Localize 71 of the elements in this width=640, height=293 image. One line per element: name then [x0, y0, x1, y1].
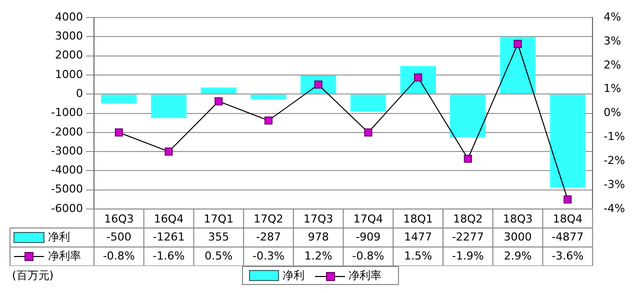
data-label: -1261: [152, 230, 185, 244]
data-label: 2.9%: [504, 249, 532, 262]
data-label: 1477: [404, 230, 432, 244]
data-label: -909: [356, 230, 381, 244]
bar: [450, 94, 486, 138]
point: [364, 128, 372, 136]
y2-tick-label: 0%: [604, 106, 622, 120]
y2-tick-label: 1%: [604, 82, 622, 96]
point: [564, 195, 572, 204]
y-tick-label: 1000: [54, 68, 83, 81]
data-label: 0.5%: [204, 249, 233, 262]
bar: [550, 94, 586, 188]
text: 净利: [282, 269, 304, 282]
x-tick-label: 16Q4: [154, 212, 184, 226]
y2-tick-label: 3%: [604, 34, 622, 48]
legend-label: 净利率: [48, 249, 81, 262]
point: [514, 40, 522, 48]
text: (百万元): [12, 269, 54, 282]
data-label: 978: [308, 230, 329, 244]
data-label: -1.9%: [452, 249, 484, 262]
y-tick-label: -3000: [50, 144, 83, 158]
data-label: 3000: [504, 230, 532, 244]
point: [314, 80, 322, 89]
x-tick-label: 18Q4: [552, 212, 582, 226]
x-tick-label: 17Q3: [304, 212, 334, 226]
y-tick-label: -5000: [50, 182, 83, 196]
y2-tick-label: -3%: [604, 178, 625, 191]
y-tick-label: 3000: [54, 30, 83, 43]
data-label: -3.6%: [552, 249, 584, 262]
y2-tick-label: -1%: [604, 130, 625, 144]
data-label: -0.8%: [102, 249, 135, 262]
data-label: -287: [256, 230, 281, 244]
data-label: -0.3%: [252, 249, 284, 262]
data-label: -2277: [452, 230, 484, 244]
x-tick-label: 18Q3: [502, 212, 533, 226]
data-label: -500: [106, 230, 132, 244]
point: [114, 128, 123, 136]
x-tick-label: 16Q3: [104, 212, 134, 226]
y2-tick-label: -4%: [604, 202, 625, 215]
data-label: -4877: [552, 230, 584, 244]
point: [464, 154, 472, 163]
y-tick-label: 4000: [54, 10, 83, 24]
data-label: -0.8%: [352, 249, 384, 262]
text: 净利率: [348, 269, 382, 282]
bar: [200, 87, 237, 94]
y-tick-label: -4000: [50, 164, 83, 177]
data-label: 1.2%: [304, 249, 332, 262]
bar: [500, 36, 536, 94]
data-label: -1.6%: [152, 249, 185, 262]
point: [264, 116, 273, 125]
point: [214, 97, 223, 106]
data-label: 355: [208, 230, 230, 244]
bar: [100, 94, 137, 104]
data-label: 1.5%: [404, 249, 432, 262]
y-tick-label: -1000: [50, 106, 83, 120]
y2-tick-label: 4%: [604, 10, 622, 24]
x-tick-label: 17Q2: [254, 212, 284, 226]
x-tick-label: 18Q2: [453, 212, 483, 226]
y-tick-label: -6000: [50, 202, 83, 215]
x-tick-label: 17Q4: [353, 212, 384, 226]
y-tick-label: 2000: [54, 48, 83, 62]
y-tick-label: 0: [76, 87, 83, 100]
x-tick-label: 17Q1: [204, 212, 234, 226]
y2-tick-label: -2%: [604, 154, 625, 168]
bar: [150, 94, 187, 118]
y-tick-label: -2000: [50, 125, 83, 138]
legend-label: 净利: [48, 230, 70, 244]
point: [164, 148, 173, 156]
y2-tick-label: 2%: [604, 58, 622, 72]
x-tick-label: 18Q1: [403, 212, 433, 226]
bar: [350, 94, 386, 112]
